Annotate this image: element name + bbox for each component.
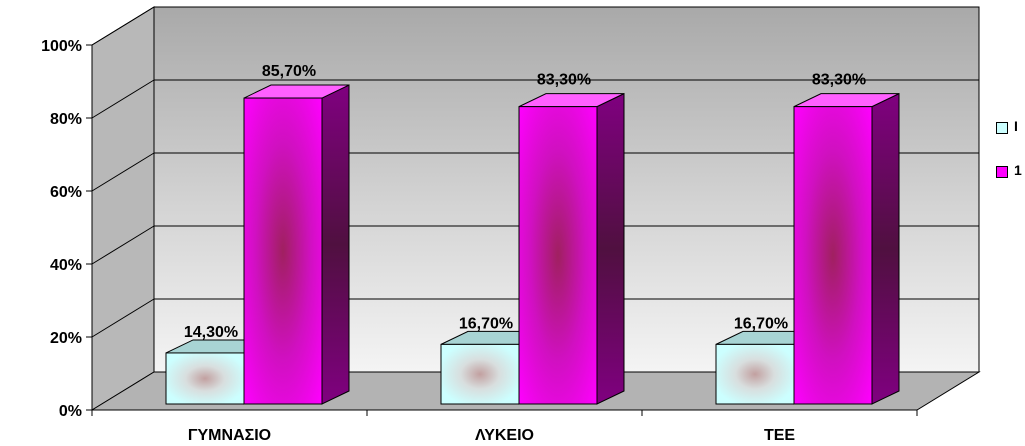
y-tick-label: 100% <box>41 38 82 55</box>
bar-series-2-side <box>596 92 625 405</box>
side-wall <box>91 6 155 411</box>
bar-series-1 <box>715 343 795 405</box>
bar-series-1 <box>440 343 520 405</box>
y-tick-label: 60% <box>50 184 82 201</box>
bar-series-1 <box>165 352 245 405</box>
bar-series-2 <box>243 97 323 405</box>
data-label: 85,70% <box>262 63 316 80</box>
bar-series-2 <box>518 106 598 405</box>
data-label: 16,70% <box>459 315 513 332</box>
legend-label: 1 <box>1014 162 1022 178</box>
x-category-label: ΛΥΚΕΙΟ <box>475 427 534 444</box>
legend-item: 1 <box>996 162 1025 182</box>
data-label: 14,30% <box>184 324 238 341</box>
legend-item: Ι <box>996 118 1025 138</box>
bar-series-2 <box>793 106 873 405</box>
gridline-side <box>91 225 155 265</box>
gridline-side <box>91 152 155 192</box>
legend-swatch-cyan <box>996 122 1008 134</box>
bar-series-2-side <box>321 84 350 405</box>
legend-swatch-magenta <box>996 166 1008 178</box>
legend-label: Ι <box>1014 118 1018 134</box>
x-category-label: ΓΥΜΝΑΣΙΟ <box>188 427 271 444</box>
data-label: 83,30% <box>537 72 591 89</box>
data-label: 83,30% <box>812 72 866 89</box>
gridline-side <box>91 6 155 46</box>
y-tick-label: 80% <box>50 111 82 128</box>
y-tick-label: 20% <box>50 330 82 347</box>
x-category-label: ΤΕΕ <box>764 427 795 444</box>
bar-series-2-side <box>871 92 900 405</box>
data-label: 16,70% <box>734 315 788 332</box>
y-tick-label: 0% <box>59 403 82 420</box>
gridline-side <box>91 298 155 338</box>
y-tick-label: 40% <box>50 257 82 274</box>
gridline-side <box>91 79 155 119</box>
